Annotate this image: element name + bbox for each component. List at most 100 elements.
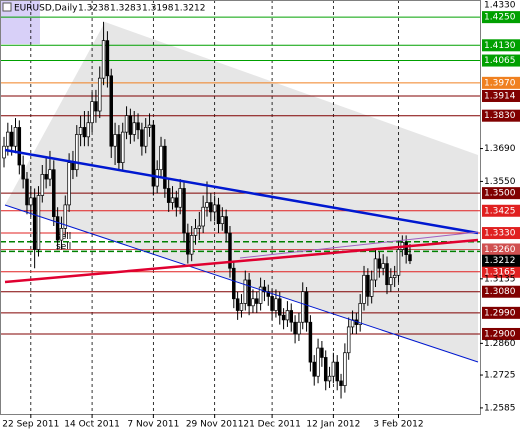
level-label: 1.2990 xyxy=(484,308,516,318)
level-label: 1.3500 xyxy=(484,189,516,199)
candle-body xyxy=(255,298,259,304)
trendline xyxy=(4,204,479,363)
candle-body xyxy=(251,298,255,307)
level-label: 1.3165 xyxy=(484,267,516,277)
candle-body xyxy=(78,127,83,135)
candle-body xyxy=(346,326,351,354)
candle-body xyxy=(163,145,167,189)
candle-body xyxy=(404,242,408,255)
level-label: 1.3425 xyxy=(484,206,516,216)
candle-body xyxy=(304,291,309,323)
candle-body xyxy=(408,254,412,262)
candle-body xyxy=(189,235,194,255)
candle-body xyxy=(358,303,362,325)
candle-body xyxy=(239,303,244,311)
candle-body xyxy=(182,188,186,234)
candle-body xyxy=(243,279,248,304)
candle-body xyxy=(128,115,133,135)
level-label: 1.2900 xyxy=(484,329,516,339)
symbol: EURUSD,Daily xyxy=(14,4,78,14)
candle-body xyxy=(285,310,290,321)
candle-body xyxy=(247,279,251,307)
level-label-box xyxy=(482,227,520,240)
candle-body xyxy=(166,188,171,203)
x-tick-label: 7 Nov 2011 xyxy=(127,420,179,430)
order-label: sell xyxy=(56,232,71,242)
candle-body xyxy=(48,169,52,180)
level-label: 1.4250 xyxy=(484,13,516,23)
candle-body xyxy=(220,216,225,225)
candle-body xyxy=(366,274,370,297)
candle-body xyxy=(216,204,221,225)
candle-body xyxy=(212,204,217,213)
candle-body xyxy=(29,197,33,206)
candle-body xyxy=(124,115,129,133)
candle-body xyxy=(343,352,347,386)
candle-body xyxy=(385,263,389,286)
level-label-box xyxy=(482,54,520,67)
candle-body xyxy=(362,274,366,304)
candle-body xyxy=(113,134,117,147)
level-label: 1.3914 xyxy=(484,91,516,101)
candle-body xyxy=(262,286,267,293)
y-tick-label: 1.3690 xyxy=(484,144,516,154)
candle-body xyxy=(143,127,148,147)
close-value: 1.3212 xyxy=(174,4,206,14)
candle-body xyxy=(120,131,125,163)
candle-body xyxy=(159,145,163,171)
candle-body xyxy=(224,216,228,234)
level-label-box xyxy=(482,76,520,89)
candle-body xyxy=(17,127,22,166)
candle-body xyxy=(339,380,343,386)
plot-frame xyxy=(0,0,481,415)
candle-body xyxy=(209,202,213,213)
candle-body xyxy=(258,286,263,304)
price-label: 1.3212 xyxy=(484,256,516,266)
order-label: sell xyxy=(56,242,71,252)
candle-body xyxy=(75,134,79,171)
candle-body xyxy=(21,164,25,180)
candle-body xyxy=(300,291,305,323)
level-label: 1.3330 xyxy=(484,229,516,239)
level-label: 1.4065 xyxy=(484,56,516,66)
candle-body xyxy=(13,127,18,147)
candle-body xyxy=(373,258,378,281)
candle-body xyxy=(232,267,236,300)
y-tick-label: 1.4330 xyxy=(484,1,516,11)
level-label-box xyxy=(482,285,520,298)
candle-body xyxy=(59,228,64,241)
level-label: 1.3970 xyxy=(484,78,516,88)
candle-body xyxy=(55,216,60,241)
candle-body xyxy=(151,124,156,187)
candle-body xyxy=(82,127,87,138)
x-tick-label: 29 Nov 2011 xyxy=(186,420,244,430)
level-label-box xyxy=(482,89,520,102)
candle-body xyxy=(323,357,328,382)
candle-body xyxy=(197,225,202,229)
candle-body xyxy=(170,197,175,203)
candle-body xyxy=(308,321,313,363)
candle-body xyxy=(331,361,336,377)
candle-body xyxy=(392,274,397,278)
x-tick-label: 22 Sep 2011 xyxy=(2,420,59,430)
level-label: 1.3830 xyxy=(484,111,516,121)
candle-body xyxy=(381,263,385,269)
candle-body xyxy=(312,361,316,377)
candle-body xyxy=(235,298,240,311)
candle-body xyxy=(105,40,110,77)
trendline xyxy=(4,148,479,235)
level-label-box xyxy=(482,109,520,122)
y-tick-label: 1.2585 xyxy=(484,403,516,413)
low-value: 1.3198 xyxy=(142,4,174,14)
candle-body xyxy=(86,122,91,138)
level-label-box xyxy=(482,306,520,319)
candle-body xyxy=(97,77,102,112)
candle-body xyxy=(101,40,106,79)
candle-body xyxy=(281,314,286,321)
x-tick-label: 3 Feb 2012 xyxy=(373,420,423,430)
candle-body xyxy=(36,195,41,250)
candle-body xyxy=(293,321,297,335)
candle-body xyxy=(132,122,136,135)
candle-body xyxy=(396,249,401,276)
